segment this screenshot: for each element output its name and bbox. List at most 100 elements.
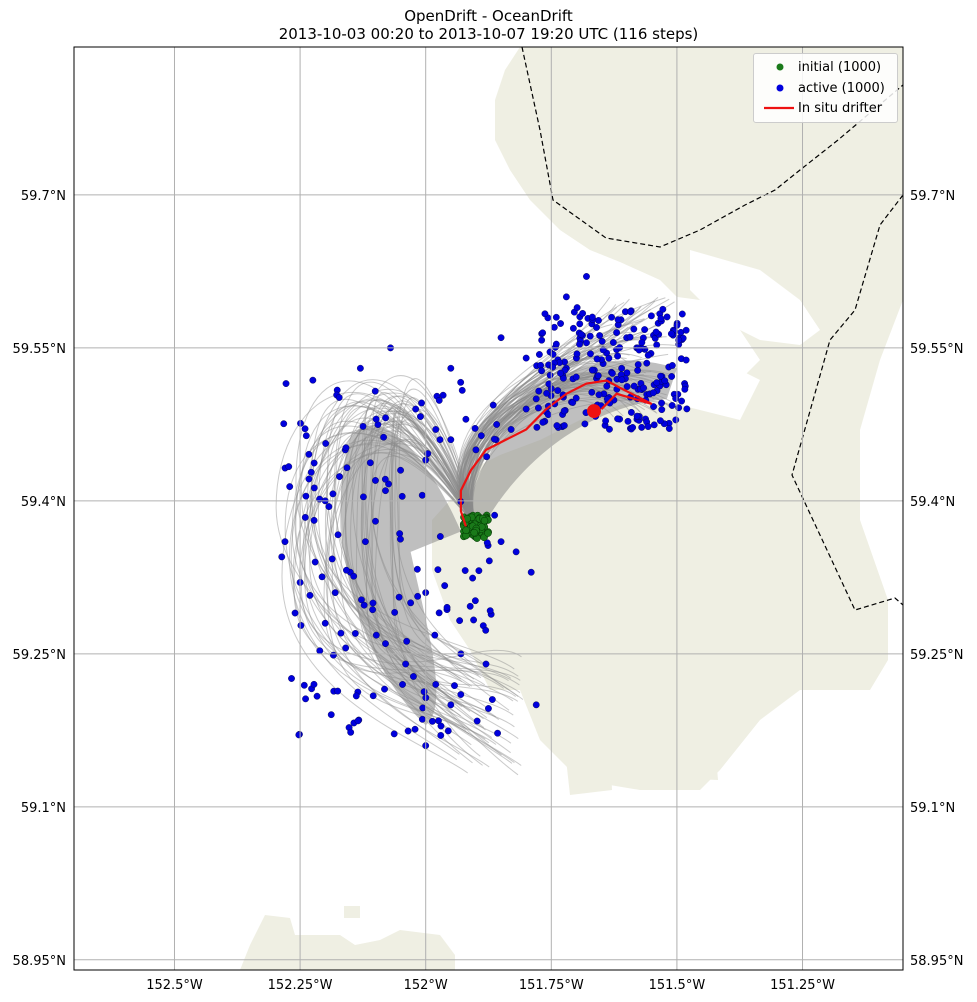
active-particle (588, 313, 596, 321)
active-particle (557, 369, 564, 377)
active-particle (483, 453, 491, 461)
active-particle (606, 425, 613, 433)
active-particle (336, 473, 343, 480)
x-tick-label: 152.5°W (146, 978, 203, 993)
active-particle (652, 328, 660, 336)
land-island-east (870, 170, 903, 260)
active-particle (331, 589, 339, 597)
active-particle (627, 408, 635, 416)
trajectory-line (340, 405, 504, 689)
trajectory-line (325, 440, 490, 768)
active-particle (310, 459, 318, 467)
trajectory-line (466, 330, 648, 527)
active-particle (668, 362, 676, 369)
active-particle (614, 316, 622, 324)
x-tick-label: 151.25°W (770, 978, 835, 993)
active-particle (395, 593, 403, 601)
active-particle (391, 609, 399, 616)
y-tick-label-right: 59.25°N (910, 648, 963, 663)
x-tick-label: 152°W (404, 978, 448, 993)
active-particle (535, 351, 543, 358)
active-particle (482, 626, 490, 634)
active-particle (560, 422, 568, 429)
active-particle (647, 312, 655, 320)
active-particle (614, 352, 621, 360)
active-particle (661, 377, 669, 385)
legend-label-drifter: In situ drifter (798, 101, 883, 116)
active-particle (413, 565, 421, 573)
active-particle (295, 731, 303, 739)
active-particle (470, 616, 477, 624)
active-particle (382, 487, 389, 495)
active-particle (657, 372, 664, 380)
active-particle (302, 695, 309, 703)
active-particle (557, 320, 564, 327)
active-particle (665, 425, 673, 432)
active-particle (594, 372, 602, 380)
active-particle (414, 592, 422, 600)
land-south-coast (240, 915, 455, 970)
trajectory-line (463, 300, 656, 527)
active-particle (494, 729, 501, 737)
active-particle (678, 397, 685, 405)
active-particle (310, 680, 318, 688)
active-particle (420, 688, 428, 696)
active-particle (434, 566, 442, 574)
active-particle (595, 317, 602, 324)
trajectory-line (457, 336, 667, 527)
active-particle (653, 341, 661, 349)
active-particle (473, 717, 481, 725)
active-particle (491, 435, 498, 443)
active-particle (485, 557, 493, 565)
active-particle (447, 364, 455, 372)
trajectory-line (462, 353, 630, 527)
active-particle (623, 369, 631, 377)
active-particle (372, 415, 380, 423)
land-inlet (690, 250, 820, 345)
initial-particle (480, 516, 489, 525)
active-particle (316, 647, 324, 655)
active-particle (538, 336, 546, 344)
active-particle (444, 727, 452, 735)
trajectory-line (467, 320, 643, 527)
active-particle (404, 727, 412, 735)
active-particle (342, 444, 350, 452)
active-particle (369, 692, 377, 700)
y-tick-label-left: 59.55°N (13, 342, 66, 357)
active-particle (535, 387, 543, 395)
y-tick-label-right: 58.95°N (910, 954, 963, 969)
active-particle (457, 378, 465, 386)
active-particle (410, 673, 417, 680)
active-particle (649, 389, 657, 397)
active-particle (485, 705, 492, 712)
active-particle (432, 426, 440, 433)
blue-dot-icon (776, 84, 784, 92)
active-particle (428, 717, 436, 725)
initial-particle (484, 529, 492, 537)
active-particle (644, 423, 652, 430)
active-particle (493, 421, 501, 428)
active-particle (285, 463, 293, 471)
active-particle (301, 425, 309, 433)
active-particle (552, 340, 560, 348)
active-particle (350, 572, 358, 580)
active-particle (407, 599, 415, 607)
active-particle (659, 305, 667, 313)
active-particle (381, 475, 389, 483)
active-particle (380, 433, 387, 441)
active-particle (554, 387, 562, 394)
active-particle (356, 364, 364, 372)
active-particle (562, 293, 570, 301)
trajectory-line (462, 343, 614, 527)
boundary-line (521, 47, 903, 248)
active-particle (466, 602, 474, 610)
active-particle (431, 631, 439, 639)
y-tick-label-left: 59.7°N (21, 189, 66, 204)
active-particle (541, 310, 549, 318)
active-particle (682, 356, 690, 364)
active-particle (658, 406, 666, 414)
active-particle (533, 423, 541, 431)
active-particle (560, 407, 568, 415)
active-particle (623, 383, 631, 390)
trajectory-line (460, 345, 609, 527)
